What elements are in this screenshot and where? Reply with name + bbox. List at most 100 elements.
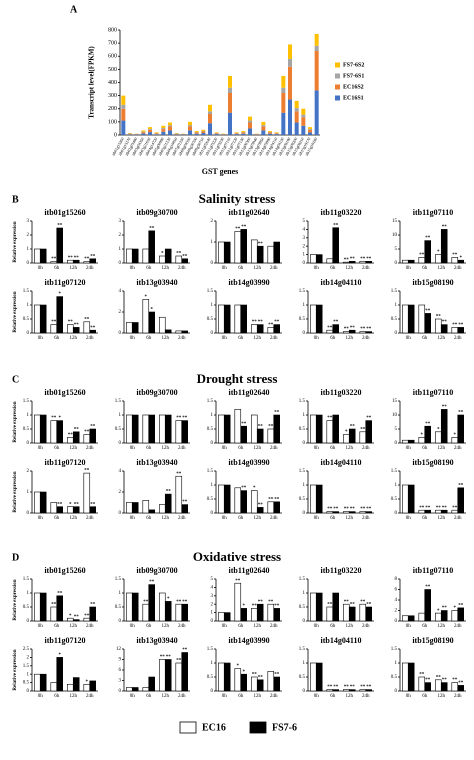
legend-swatch (335, 84, 340, 90)
bar-segment (281, 112, 286, 135)
bar (326, 258, 334, 264)
bar-segment (201, 129, 206, 131)
y-tick-label: 0 (211, 511, 214, 516)
y-tick-label: 15 (392, 399, 398, 404)
bar (273, 414, 280, 444)
significance-label: ** (350, 685, 356, 690)
x-tick-label: 12h (162, 336, 170, 341)
y-tick-label: 800 (108, 27, 117, 33)
bar (148, 676, 155, 692)
legend-swatch (335, 62, 340, 68)
bar-segment (308, 128, 312, 130)
significance-label: ** (327, 416, 333, 421)
significance-label: ** (442, 606, 448, 611)
y-tick-label: 10 (392, 413, 398, 418)
significance-label: ** (143, 600, 149, 605)
bar-segment (161, 131, 166, 135)
bar (424, 682, 431, 692)
y-tick-label: 0.5 (299, 675, 306, 680)
y-axis-label: Relative expression (13, 579, 18, 620)
bar (326, 420, 334, 444)
chart-title: itb14g04110 (321, 636, 362, 645)
chart-title: itb14g04110 (321, 278, 362, 287)
significance-label: * (253, 486, 256, 491)
bar (440, 324, 448, 334)
y-tick-label: 700 (108, 41, 117, 47)
bar-segment (248, 122, 252, 129)
bar-segment (228, 112, 232, 135)
y-tick-label: 0.5 (207, 497, 214, 502)
bar (310, 662, 317, 692)
y-tick-label: 2 (303, 244, 306, 249)
bar (50, 420, 58, 444)
bar (365, 420, 372, 444)
bar (181, 330, 188, 334)
y-tick-label: 0 (395, 511, 398, 516)
bar (67, 324, 74, 334)
x-tick-label: 0h (314, 694, 320, 699)
y-tick-label: 0 (303, 511, 306, 516)
bar (440, 682, 448, 692)
x-tick-label: 0h (38, 266, 44, 271)
bar (315, 304, 323, 334)
y-tick-label: 10 (392, 233, 398, 238)
bar (457, 327, 464, 334)
bar (34, 414, 41, 444)
significance-label: ** (274, 604, 280, 609)
significance-label: ** (258, 320, 264, 325)
bar-segment (241, 132, 246, 134)
y-axis-label: Relative expression (13, 401, 18, 442)
x-tick-label: 12h (346, 516, 354, 521)
x-tick-label: 0h (222, 446, 228, 451)
y-tick-label: 400 (108, 80, 117, 86)
bar (89, 606, 96, 622)
significance-label: ** (360, 257, 366, 262)
bar (126, 248, 133, 264)
x-tick-label: 6h (330, 516, 336, 521)
y-tick-label: 0 (303, 441, 306, 446)
y-tick-label: 1 (211, 483, 214, 488)
x-tick-label: 0h (314, 336, 320, 341)
bar-segment (188, 125, 192, 127)
bar (251, 676, 258, 692)
x-tick-label: 6h (422, 624, 428, 629)
bar (39, 304, 47, 334)
y-tick-label: 1 (27, 303, 30, 308)
bar-segment (268, 132, 272, 134)
significance-label: ** (160, 655, 166, 660)
legend-swatch (179, 721, 197, 734)
panel-letter: B (12, 194, 19, 205)
bar-segment (141, 131, 146, 133)
bar-segment (281, 87, 286, 93)
x-tick-label: 12h (254, 516, 262, 521)
bar-segment (201, 131, 206, 134)
x-tick-label: 12h (346, 624, 354, 629)
y-tick-label: 8 (395, 577, 398, 582)
bar (273, 324, 280, 334)
x-tick-label: 0h (38, 446, 44, 451)
x-tick-label: 24h (362, 266, 370, 271)
bar-segment (174, 133, 179, 134)
y-tick-label: 300 (108, 93, 117, 99)
y-tick-label: 1 (119, 247, 122, 252)
bar (267, 671, 275, 692)
bar (164, 601, 172, 622)
bar (234, 582, 242, 622)
y-tick-label: 1.5 (23, 289, 30, 294)
bar (315, 592, 323, 622)
significance-label: ** (344, 507, 350, 512)
bar-segment (261, 130, 266, 135)
significance-label: ** (442, 320, 448, 325)
y-axis-label: Relative expression (13, 221, 18, 262)
significance-label: ** (419, 673, 425, 678)
significance-label: * (454, 606, 457, 611)
bar (315, 484, 323, 514)
bar (348, 606, 356, 622)
bar (256, 679, 264, 692)
significance-label: ** (166, 655, 172, 660)
legend-label: EC16S1 (343, 95, 364, 101)
bar (240, 425, 247, 444)
x-tick-label: 0h (130, 516, 136, 521)
y-tick-label: 1 (303, 591, 306, 596)
legend-label: EC16S2 (343, 84, 364, 90)
